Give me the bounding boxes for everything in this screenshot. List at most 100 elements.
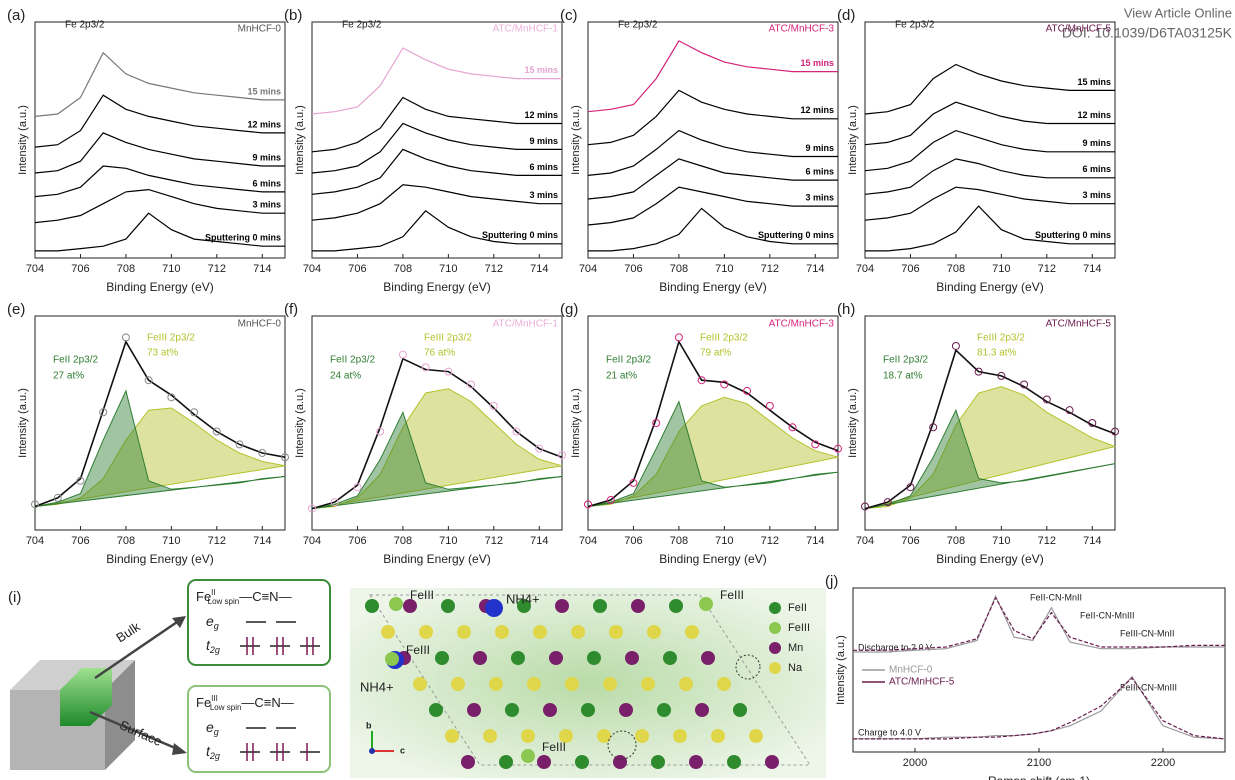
x-axis-label: Binding Energy (eV) [936, 552, 1043, 566]
spectrum [865, 205, 1115, 252]
series-label: Sputtering 0 mins [1035, 230, 1111, 240]
series-label: 15 mins [524, 65, 558, 75]
x-tick-label: 704 [579, 535, 597, 547]
data-point [652, 419, 661, 427]
atom [663, 651, 677, 665]
series-label: 9 mins [529, 136, 558, 146]
x-tick-label: 714 [253, 263, 271, 275]
atom [549, 651, 563, 665]
config-ox: II [211, 588, 215, 597]
x-tick-label: 706 [901, 535, 919, 547]
series-label: 12 mins [800, 105, 834, 115]
y-axis-label: Intensity (a.u.) [17, 388, 29, 458]
sample-label: MnHCF-0 [238, 319, 282, 330]
x-tick-label: 712 [208, 535, 226, 547]
peak-label: Fe 2p3/2 [65, 20, 105, 31]
data-point [258, 448, 267, 457]
spectrum [311, 122, 562, 174]
config-ox: III [211, 694, 218, 703]
x-tick-label: 708 [670, 535, 688, 547]
data-point [398, 350, 407, 359]
series-label: Sputtering 0 mins [482, 230, 558, 240]
spectrum [34, 188, 285, 224]
series-label: 15 mins [800, 58, 834, 68]
data-point [906, 483, 915, 492]
fe3-label: FeIII 2p3/2 [147, 333, 195, 344]
peak-label: FeIII-CN-MnII [1120, 628, 1175, 638]
x-tick-label: 708 [947, 535, 965, 547]
x-tick-label: 706 [901, 263, 919, 275]
legend-label: FeII [788, 602, 807, 614]
condition-label: Charge to 4.0 V [858, 727, 921, 737]
x-tick-label: 708 [670, 263, 688, 275]
atom [543, 703, 557, 717]
data-point [308, 504, 316, 513]
x-tick-label: 708 [394, 263, 412, 275]
fe2-percent: 24 at% [330, 371, 361, 382]
data-point [1020, 380, 1029, 389]
x-axis-label: Binding Energy (eV) [659, 552, 766, 566]
atom [625, 651, 639, 665]
panel-label: (g) [560, 301, 578, 318]
data-point [467, 380, 476, 389]
raman-spectrum [853, 596, 1225, 651]
config-ligand: —C≡N— [239, 589, 291, 604]
fe2-label: FeII 2p3/2 [606, 355, 651, 366]
atom [695, 703, 709, 717]
spectrum [864, 101, 1115, 146]
cube-core [60, 668, 112, 726]
spectrum [587, 89, 838, 146]
data-point [330, 498, 339, 507]
fe3-percent: 81.3 at% [977, 348, 1017, 359]
series-label: 3 mins [252, 200, 281, 210]
orbital: t2g [206, 743, 220, 762]
component [587, 396, 839, 508]
fe3-label: FeIII [542, 740, 566, 754]
data-point [834, 444, 842, 453]
series-label: 6 mins [529, 162, 558, 172]
orbital-main: t [206, 637, 211, 653]
spectrum [311, 184, 562, 221]
bulk-label: Bulk [113, 619, 143, 646]
data-point [765, 401, 774, 410]
x-tick-label: 2200 [1151, 757, 1175, 769]
x-tick-label: 712 [761, 263, 779, 275]
plot-frame [587, 315, 839, 531]
atom [641, 677, 655, 691]
config-ligand: —C≡N— [241, 695, 293, 710]
x-tick-label: 714 [806, 263, 824, 275]
vacancy [735, 654, 761, 680]
data-point [76, 476, 85, 485]
legend-atom [769, 622, 781, 634]
x-tick-label: 714 [253, 535, 271, 547]
plot-frame [311, 315, 563, 531]
plot-frame [587, 21, 839, 259]
header-link[interactable]: View Article Online [1124, 5, 1232, 20]
plot-frame [34, 21, 286, 259]
config-spin: Low spin [208, 597, 240, 606]
orbital: t2g [206, 637, 220, 656]
panel-label: (h) [837, 301, 855, 318]
x-tick-label: 704 [303, 535, 321, 547]
data-point [512, 427, 521, 436]
x-tick-label: 704 [856, 263, 874, 275]
data-point [584, 500, 592, 509]
x-tick-label: 712 [485, 535, 503, 547]
atom [603, 677, 617, 691]
x-tick-label: 714 [530, 263, 548, 275]
atom [733, 703, 747, 717]
lattice [365, 599, 779, 769]
data-point [788, 423, 797, 432]
orbital-main: e [206, 613, 214, 629]
data-point [743, 386, 752, 395]
component [311, 410, 563, 510]
data-point [31, 500, 39, 509]
config-element: Fe [196, 589, 211, 604]
atom [445, 729, 459, 743]
orbital-sub: g [214, 621, 219, 631]
series-label: 6 mins [252, 178, 281, 188]
ammonium-label: NH4+ [506, 591, 540, 606]
y-axis-label: Intensity (a.u.) [847, 388, 859, 458]
data-point [997, 371, 1006, 380]
component [34, 407, 286, 508]
